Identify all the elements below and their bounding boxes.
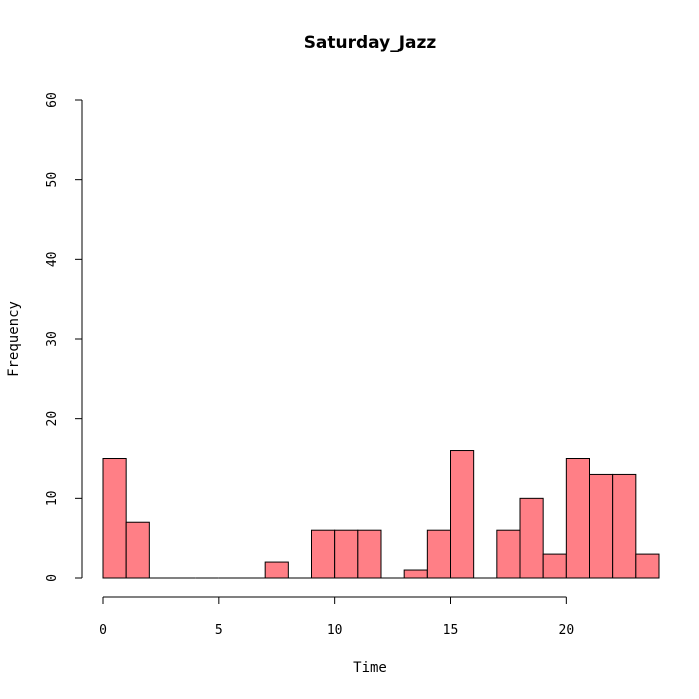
histogram-bar-21: [589, 473, 614, 579]
histogram-bar-22: [612, 473, 637, 579]
x-tick-label-4: 20: [559, 623, 575, 638]
y-tick-label-2: 20: [45, 411, 60, 427]
x-tick-label-0: 0: [99, 623, 107, 638]
histogram-bar-18: [519, 497, 544, 579]
histogram-bar-13: [403, 569, 428, 579]
x-tick-label-3: 15: [443, 623, 459, 638]
chart-title: Saturday_Jazz: [304, 33, 437, 53]
histogram-bar-7: [264, 561, 289, 579]
histogram-bar-9: [311, 529, 336, 579]
histogram-bar-17: [496, 529, 521, 579]
histogram-bar-15: [450, 450, 475, 579]
bars-group: [102, 450, 660, 579]
y-tick-label-1: 10: [45, 491, 60, 507]
x-tick-label-2: 10: [327, 623, 343, 638]
histogram-bar-23: [635, 553, 660, 579]
y-tick-label-3: 30: [45, 331, 60, 347]
histogram-bar-20: [565, 458, 590, 579]
y-tick-label-6: 60: [45, 92, 60, 108]
histogram-bar-1: [125, 521, 150, 579]
y-tick-label-4: 40: [45, 252, 60, 268]
x-tick-label-1: 5: [215, 623, 223, 638]
y-axis-label: Frequency: [6, 301, 22, 377]
x-axis-ticks: 0 5 10 15 20: [99, 597, 574, 638]
histogram-bar-11: [357, 529, 382, 579]
y-tick-label-5: 50: [45, 172, 60, 188]
y-axis-ticks: 0 10 20 30 40 50 60: [45, 92, 82, 582]
histogram-bar-14: [426, 529, 452, 579]
histogram-bar-0: [102, 458, 127, 579]
histogram-bar-10: [334, 529, 359, 579]
y-tick-label-0: 0: [45, 574, 60, 582]
histogram-bar-19: [542, 553, 567, 579]
x-axis-label: Time: [353, 660, 387, 676]
